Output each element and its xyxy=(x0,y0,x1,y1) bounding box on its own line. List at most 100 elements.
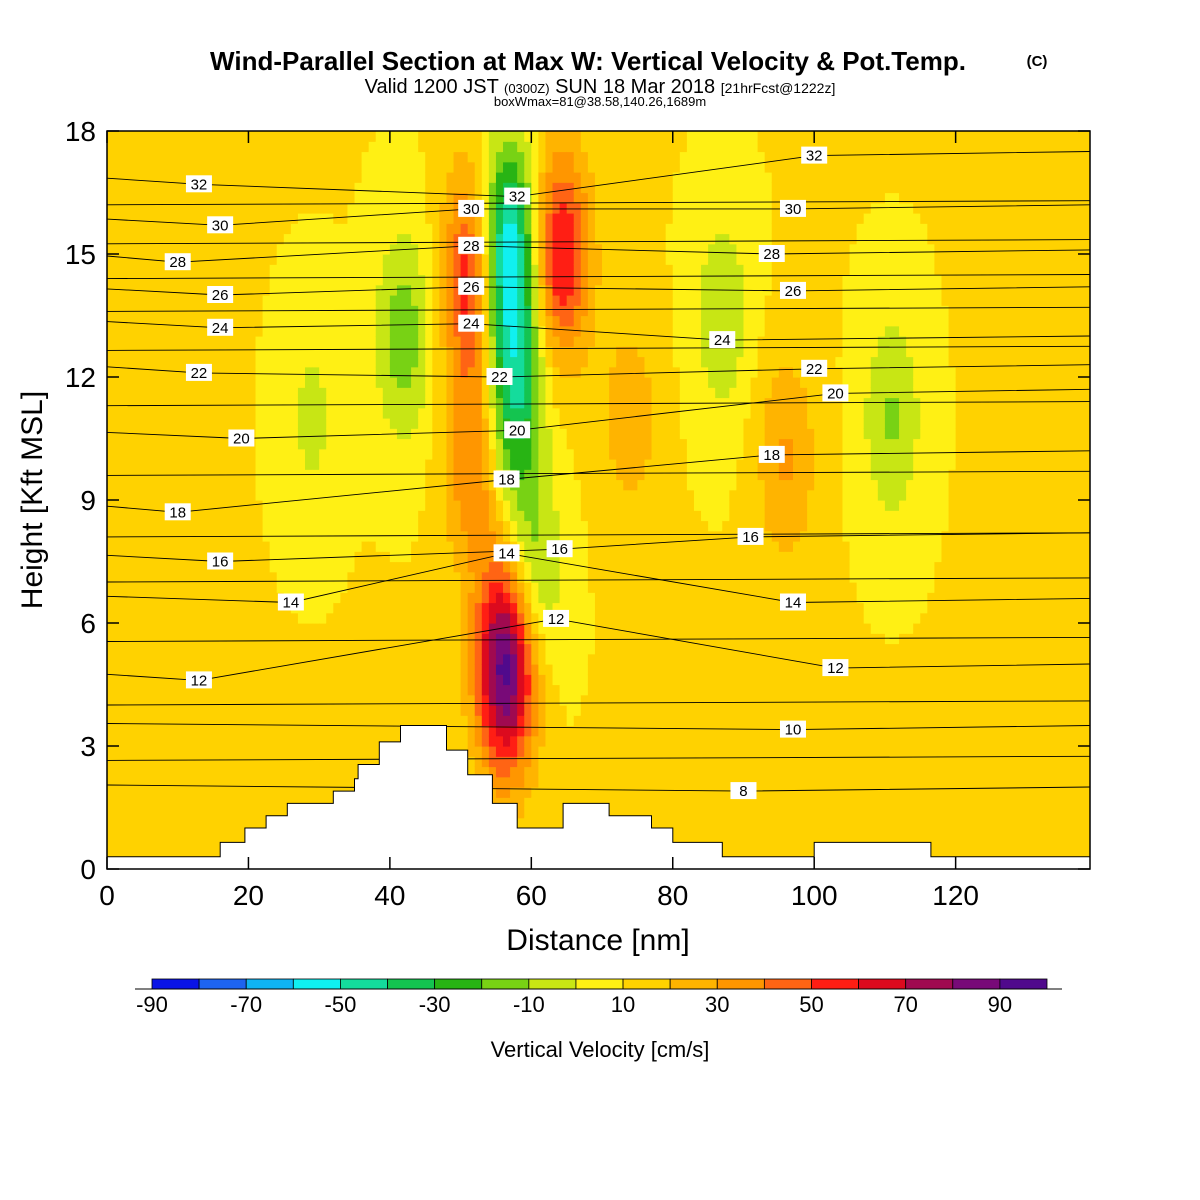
w-cell xyxy=(184,274,193,286)
w-cell xyxy=(503,346,511,358)
w-cell xyxy=(107,643,115,655)
w-cell xyxy=(396,582,405,593)
w-cell xyxy=(305,438,313,450)
w-cell xyxy=(425,612,433,624)
w-cell xyxy=(517,530,525,542)
w-cell xyxy=(503,602,511,614)
w-cell xyxy=(481,448,490,460)
w-cell xyxy=(340,612,349,624)
w-cell xyxy=(389,346,398,358)
w-cell xyxy=(503,520,511,532)
w-cell xyxy=(495,582,504,593)
w-cell xyxy=(446,387,455,399)
w-cell xyxy=(347,735,356,747)
w-cell xyxy=(333,582,341,593)
w-cell xyxy=(382,336,391,347)
w-cell xyxy=(495,243,504,255)
w-cell xyxy=(517,397,525,409)
w-cell xyxy=(333,684,341,696)
w-cell xyxy=(566,151,575,163)
w-cell xyxy=(163,653,172,665)
w-cell xyxy=(262,274,271,286)
w-cell xyxy=(326,500,334,511)
w-cell xyxy=(503,387,511,399)
w-cell xyxy=(177,161,186,173)
w-cell xyxy=(495,725,504,737)
w-cell xyxy=(488,469,497,481)
w-cell xyxy=(580,551,589,563)
w-cell xyxy=(545,397,554,409)
w-cell xyxy=(474,305,483,317)
w-cell xyxy=(198,520,207,532)
w-cell xyxy=(432,346,440,358)
w-cell xyxy=(531,213,539,224)
w-cell xyxy=(524,623,532,634)
w-cell xyxy=(368,489,377,501)
w-cell xyxy=(269,366,278,378)
w-cell xyxy=(396,202,405,214)
w-cell xyxy=(467,592,476,604)
w-cell xyxy=(128,510,136,522)
w-cell xyxy=(234,315,242,327)
w-cell xyxy=(107,336,115,347)
w-cell xyxy=(573,725,582,737)
w-cell xyxy=(347,172,356,183)
w-cell xyxy=(121,407,129,419)
w-cell xyxy=(305,551,313,563)
w-cell xyxy=(524,336,532,347)
w-cell xyxy=(305,725,313,737)
w-cell xyxy=(524,797,532,809)
w-cell xyxy=(453,192,462,204)
w-cell xyxy=(149,674,158,686)
w-cell xyxy=(531,448,539,460)
w-cell xyxy=(128,243,136,255)
w-cell xyxy=(241,254,250,265)
w-cell xyxy=(340,520,349,532)
w-cell xyxy=(326,787,334,798)
w-cell xyxy=(149,161,158,173)
w-cell xyxy=(495,407,504,419)
w-cell xyxy=(524,151,532,163)
w-cell xyxy=(382,192,391,204)
w-cell xyxy=(347,254,356,265)
w-cell xyxy=(495,735,504,747)
w-cell xyxy=(396,705,405,716)
w-cell xyxy=(248,664,257,675)
w-cell xyxy=(107,274,115,286)
w-cell xyxy=(191,684,200,696)
w-cell xyxy=(524,787,532,798)
w-cell xyxy=(290,295,299,306)
w-cell xyxy=(198,131,207,142)
w-cell xyxy=(580,653,589,665)
w-cell xyxy=(213,387,221,399)
w-cell xyxy=(184,325,193,337)
w-cell xyxy=(389,131,398,142)
w-cell xyxy=(580,213,589,224)
w-cell xyxy=(439,325,448,337)
w-cell xyxy=(269,735,278,747)
w-cell xyxy=(594,705,603,716)
w-cell xyxy=(375,633,384,645)
w-cell xyxy=(531,756,539,768)
w-cell xyxy=(305,643,313,655)
w-cell xyxy=(135,582,143,593)
w-cell xyxy=(177,459,186,470)
w-cell xyxy=(467,541,476,552)
w-cell xyxy=(135,653,143,665)
w-cell xyxy=(149,746,158,757)
w-cell xyxy=(142,551,151,563)
w-cell xyxy=(142,336,151,347)
w-cell xyxy=(319,264,327,276)
w-cell xyxy=(531,274,539,286)
w-cell xyxy=(114,684,122,696)
w-cell xyxy=(156,438,165,450)
w-cell xyxy=(142,653,151,665)
w-cell xyxy=(453,684,462,696)
w-cell xyxy=(149,602,158,614)
w-cell xyxy=(545,735,554,747)
w-cell xyxy=(198,541,207,552)
w-cell xyxy=(495,459,504,470)
w-cell xyxy=(184,551,193,563)
w-cell xyxy=(481,664,490,675)
w-cell xyxy=(333,592,341,604)
